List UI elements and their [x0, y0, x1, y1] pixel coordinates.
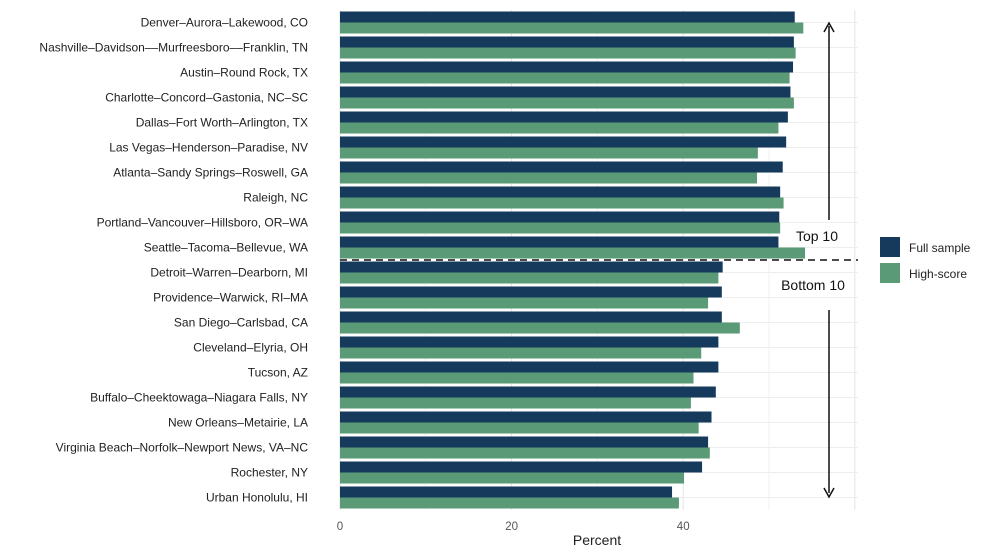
- bar-high-score: [340, 197, 784, 209]
- category-label: Las Vegas–Henderson–Paradise, NV: [109, 141, 308, 155]
- category-label: Austin–Round Rock, TX: [180, 66, 308, 80]
- category-label: Tucson, AZ: [248, 366, 308, 380]
- category-label: Charlotte–Concord–Gastonia, NC–SC: [105, 91, 308, 105]
- bar-high-score: [340, 22, 804, 34]
- bar-full-sample: [340, 436, 709, 448]
- bar-full-sample: [340, 411, 712, 423]
- x-axis-title: Percent: [573, 532, 621, 548]
- bar-high-score: [340, 97, 794, 109]
- category-label: Buffalo–Cheektowaga–Niagara Falls, NY: [90, 391, 308, 405]
- category-label: Dallas–Fort Worth–Arlington, TX: [136, 116, 308, 130]
- bar-high-score: [340, 172, 757, 184]
- category-label: Atlanta–Sandy Springs–Roswell, GA: [113, 166, 308, 180]
- category-label: New Orleans–Metairie, LA: [168, 416, 308, 430]
- legend-label-high-score: High-score: [909, 267, 967, 281]
- bar-full-sample: [340, 286, 722, 298]
- category-label: Denver–Aurora–Lakewood, CO: [141, 16, 308, 30]
- x-tick-labels: 0 20 40: [337, 521, 690, 533]
- bar-full-sample: [340, 386, 716, 398]
- bar-full-sample: [340, 261, 723, 273]
- bar-full-sample: [340, 36, 794, 48]
- category-label: Portland–Vancouver–Hillsboro, OR–WA: [97, 216, 308, 230]
- bar-full-sample: [340, 111, 788, 123]
- bar-high-score: [340, 297, 709, 309]
- bar-high-score: [340, 347, 702, 359]
- top-10-arrowhead: [823, 21, 835, 33]
- category-label: Nashville–Davidson––Murfreesboro––Frankl…: [39, 41, 308, 55]
- bar-full-sample: [340, 311, 722, 323]
- bar-full-sample: [340, 211, 780, 223]
- x-tick-label: 40: [677, 521, 690, 533]
- category-label: Cleveland–Elyria, OH: [193, 341, 308, 355]
- bar-high-score: [340, 72, 790, 84]
- category-label: Rochester, NY: [231, 466, 308, 480]
- bar-full-sample: [340, 161, 783, 173]
- bar-full-sample: [340, 336, 719, 348]
- category-label: Detroit–Warren–Dearborn, MI: [150, 266, 308, 280]
- bar-full-sample: [340, 61, 794, 73]
- bar-high-score: [340, 122, 779, 134]
- category-label: Raleigh, NC: [243, 191, 308, 205]
- bar-full-sample: [340, 136, 787, 148]
- legend-swatch-high-score: [880, 263, 900, 283]
- x-tick-label: 0: [337, 521, 343, 533]
- bar-high-score: [340, 372, 694, 384]
- bar-high-score: [340, 397, 691, 409]
- bar-full-sample: [340, 361, 719, 373]
- category-label: Virginia Beach–Norfolk–Newport News, VA–…: [56, 441, 309, 455]
- x-tick-label: 20: [505, 521, 518, 533]
- bar-full-sample: [340, 461, 703, 473]
- bar-high-score: [340, 322, 740, 334]
- bar-full-sample: [340, 86, 791, 98]
- legend: Full sample High-score: [880, 237, 971, 283]
- bar-high-score: [340, 472, 685, 484]
- bar-high-score: [340, 447, 710, 459]
- annotation-top-10: Top 10: [796, 228, 838, 244]
- bar-high-score: [340, 247, 806, 259]
- bar-high-score: [340, 422, 699, 434]
- bar-full-sample: [340, 11, 795, 23]
- bars: [340, 11, 806, 509]
- category-labels: Denver–Aurora–Lakewood, CO Nashville–Davi…: [39, 16, 308, 505]
- bar-high-score: [340, 47, 796, 59]
- bottom-10-arrowhead: [823, 487, 835, 499]
- category-label: Seattle–Tacoma–Bellevue, WA: [144, 241, 308, 255]
- bar-full-sample: [340, 236, 779, 248]
- bar-high-score: [340, 272, 719, 284]
- annotation-bottom-10: Bottom 10: [781, 277, 845, 293]
- bar-high-score: [340, 497, 679, 509]
- bar-full-sample: [340, 186, 781, 198]
- category-label: Urban Honolulu, HI: [206, 491, 308, 505]
- bar-high-score: [340, 147, 758, 159]
- category-label: San Diego–Carlsbad, CA: [174, 316, 308, 330]
- bar-high-score: [340, 222, 781, 234]
- legend-swatch-full-sample: [880, 237, 900, 257]
- bar-full-sample: [340, 486, 673, 498]
- legend-label-full-sample: Full sample: [909, 241, 971, 255]
- category-label: Providence–Warwick, RI–MA: [153, 291, 308, 305]
